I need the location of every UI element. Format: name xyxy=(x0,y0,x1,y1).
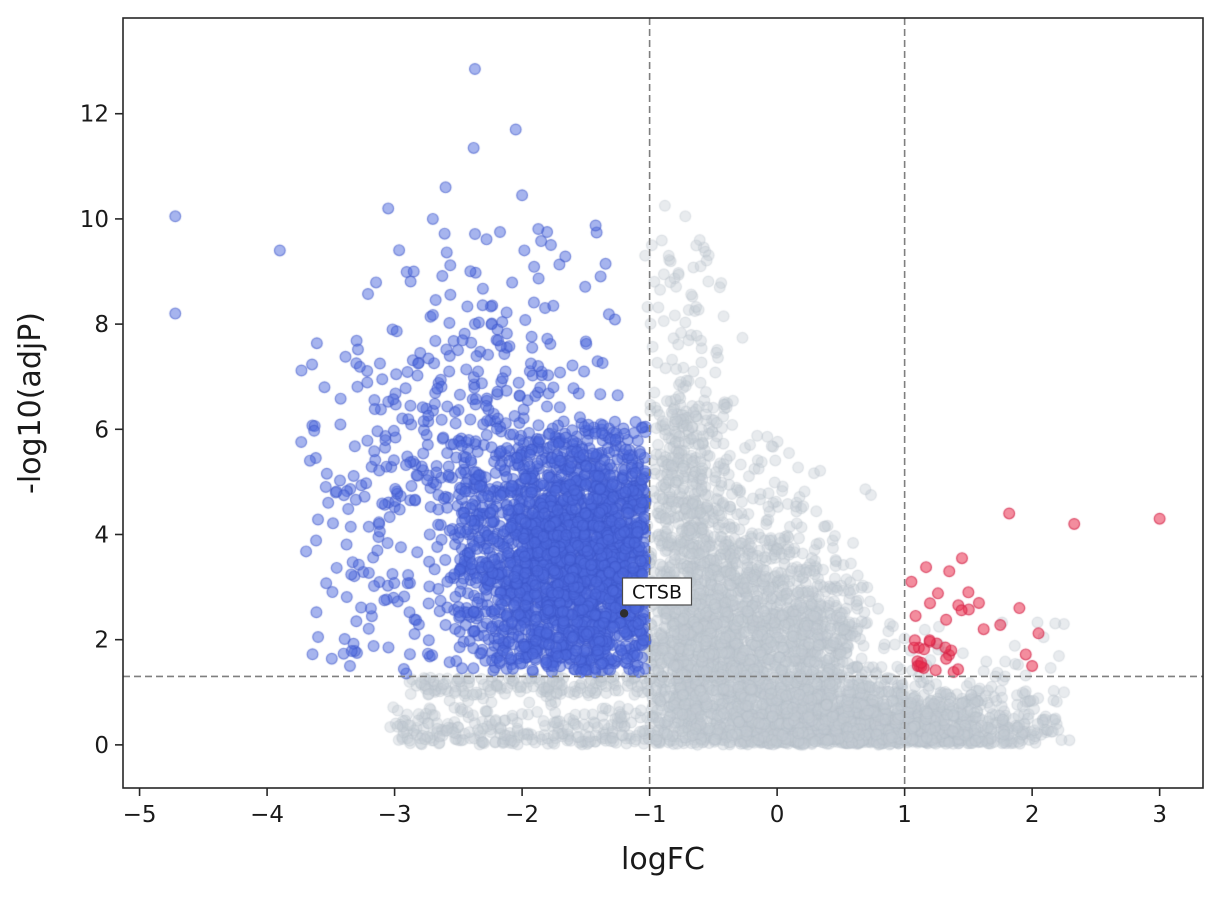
x-tick-label: −2 xyxy=(505,802,539,828)
y-tick-label: 0 xyxy=(94,733,109,759)
threshold-lines-layer xyxy=(123,18,1203,788)
annotation-box xyxy=(621,577,693,606)
x-tick-label: 3 xyxy=(1152,802,1167,828)
y-tick-label: 4 xyxy=(94,522,109,548)
x-tick-label: −4 xyxy=(250,802,284,828)
x-tick-label: 1 xyxy=(897,802,912,828)
x-tick-label: −5 xyxy=(123,802,157,828)
annotation-label: CTSB xyxy=(632,582,682,604)
y-tick-label: 12 xyxy=(80,102,109,128)
x-tick-label: −1 xyxy=(633,802,667,828)
x-tick-label: −3 xyxy=(378,802,412,828)
x-tick-label: 2 xyxy=(1025,802,1040,828)
y-tick-label: 6 xyxy=(94,417,109,443)
x-tick-label: 0 xyxy=(770,802,785,828)
plot-frame xyxy=(122,17,1204,789)
y-axis-label: -log10(adjP) xyxy=(13,312,48,494)
gene-annotation: CTSB xyxy=(619,577,693,618)
x-axis-label: logFC xyxy=(621,842,705,877)
annotated-point-marker xyxy=(619,609,629,618)
y-tick-label: 8 xyxy=(94,312,109,338)
y-tick-label: 10 xyxy=(80,207,109,233)
y-tick-label: 2 xyxy=(94,628,109,654)
